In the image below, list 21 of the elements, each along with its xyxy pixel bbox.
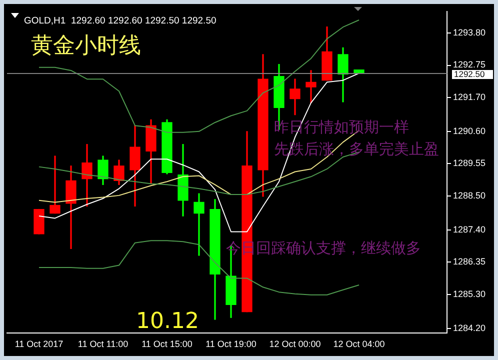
candlestick	[34, 208, 44, 234]
x-tick-label: 11 Oct 2017	[14, 338, 64, 349]
chart-title: GOLD,H1 1292.60 1292.60 1292.50 1292.50	[24, 15, 216, 26]
x-tick-label: 12 Oct 00:00	[269, 338, 321, 349]
y-tick-label: 1287.40	[453, 224, 486, 234]
ref-line-label: 1292.50	[454, 68, 485, 79]
x-tick-label: 12 Oct 04:00	[333, 338, 385, 349]
y-tick-label: 1284.20	[453, 322, 486, 333]
annotation: 10.12	[136, 309, 199, 334]
y-tick-label: 1285.30	[453, 289, 486, 300]
y-tick-label: 1292.75	[453, 60, 486, 70]
x-tick-label: 11 Oct 11:00	[78, 338, 128, 349]
x-tick-label: 11 Oct 15:00	[142, 338, 192, 349]
y-tick-label: 1290.60	[453, 126, 486, 136]
x-tick-label: 11 Oct 19:00	[206, 338, 256, 349]
y-tick-label: 1288.50	[453, 190, 486, 201]
y-tick-label: 1291.70	[453, 92, 486, 102]
y-tick-label: 1289.55	[453, 158, 486, 168]
y-tick-label: 1293.80	[453, 27, 486, 38]
y-tick-label: 1286.35	[453, 256, 486, 267]
text: 黄金小时线	[31, 33, 141, 58]
